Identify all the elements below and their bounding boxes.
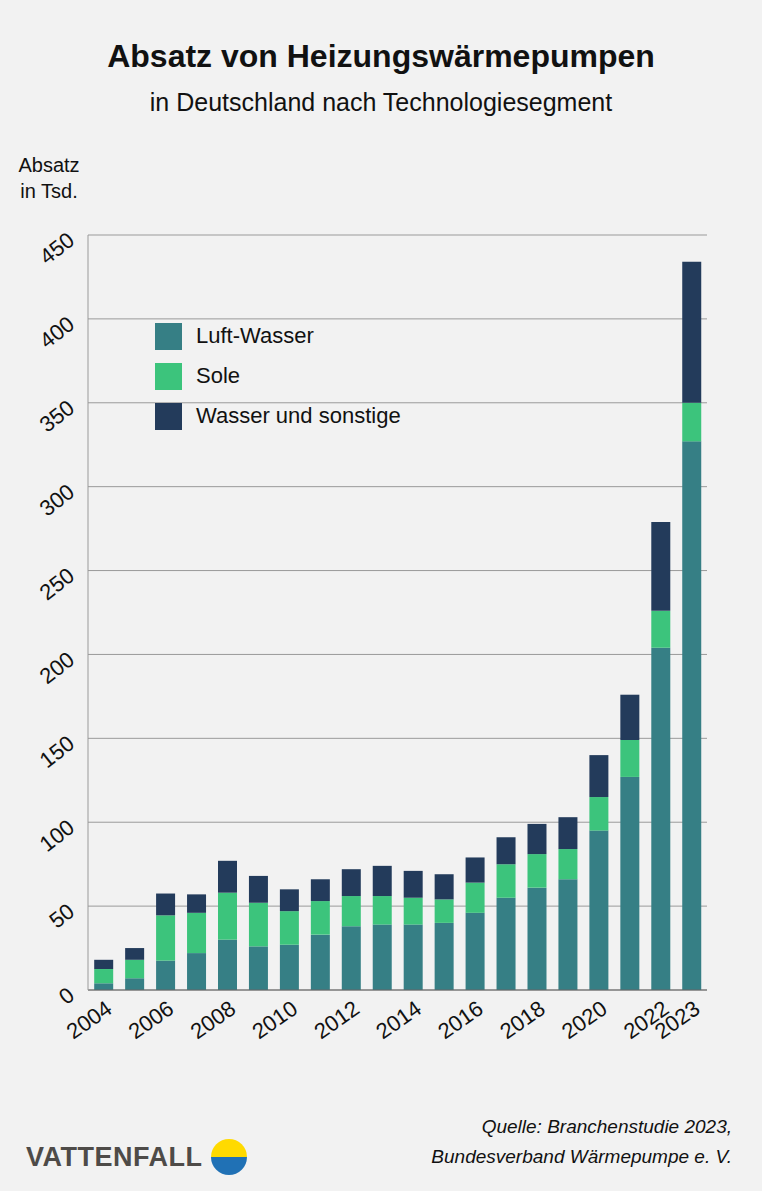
svg-text:2014: 2014 — [371, 996, 425, 1045]
html-text:in Tsd.: in Tsd. — [20, 180, 78, 202]
svg-text:2006: 2006 — [124, 996, 178, 1045]
html-text:Sole: Sole — [196, 363, 240, 388]
svg-text:350: 350 — [35, 395, 79, 437]
svg-text:300: 300 — [35, 479, 79, 521]
svg-text:2008: 2008 — [186, 996, 240, 1045]
html-text:in Deutschland nach Technologi: in Deutschland nach Technologiesegment — [149, 88, 613, 116]
svg-text:2012: 2012 — [310, 996, 364, 1045]
svg-text:250: 250 — [35, 563, 79, 605]
html-text:Absatz von Heizungswärmepumpen: Absatz von Heizungswärmepumpen — [107, 38, 655, 74]
html-text:Wasser und sonstige: Wasser und sonstige — [196, 403, 401, 428]
svg-text:2022: 2022 — [619, 995, 674, 1045]
svg-text:2010: 2010 — [248, 996, 302, 1045]
svg-text:2018: 2018 — [495, 996, 549, 1045]
html-text:Luft-Wasser: Luft-Wasser — [196, 323, 314, 348]
svg-text:50: 50 — [44, 898, 79, 933]
svg-text:400: 400 — [35, 311, 79, 353]
svg-text:100: 100 — [35, 814, 79, 856]
svg-text:450: 450 — [35, 227, 79, 269]
svg-text:2020: 2020 — [557, 996, 611, 1045]
svg-text:200: 200 — [35, 647, 79, 689]
svg-text:150: 150 — [35, 731, 79, 773]
svg-text:2016: 2016 — [433, 996, 487, 1045]
svg-text:0: 0 — [54, 982, 79, 1009]
svg-text:2023: 2023 — [650, 996, 704, 1045]
html-text:Absatz: Absatz — [18, 154, 80, 176]
html-text:Quelle: Branchenstudie 2023,: Quelle: Branchenstudie 2023, — [481, 1116, 732, 1137]
svg-text:2004: 2004 — [61, 995, 117, 1045]
html-text:VATTENFALL: VATTENFALL — [26, 1141, 203, 1172]
html-text:Bundesverband Wärmepumpe e. V.: Bundesverband Wärmepumpe e. V. — [431, 1146, 732, 1167]
